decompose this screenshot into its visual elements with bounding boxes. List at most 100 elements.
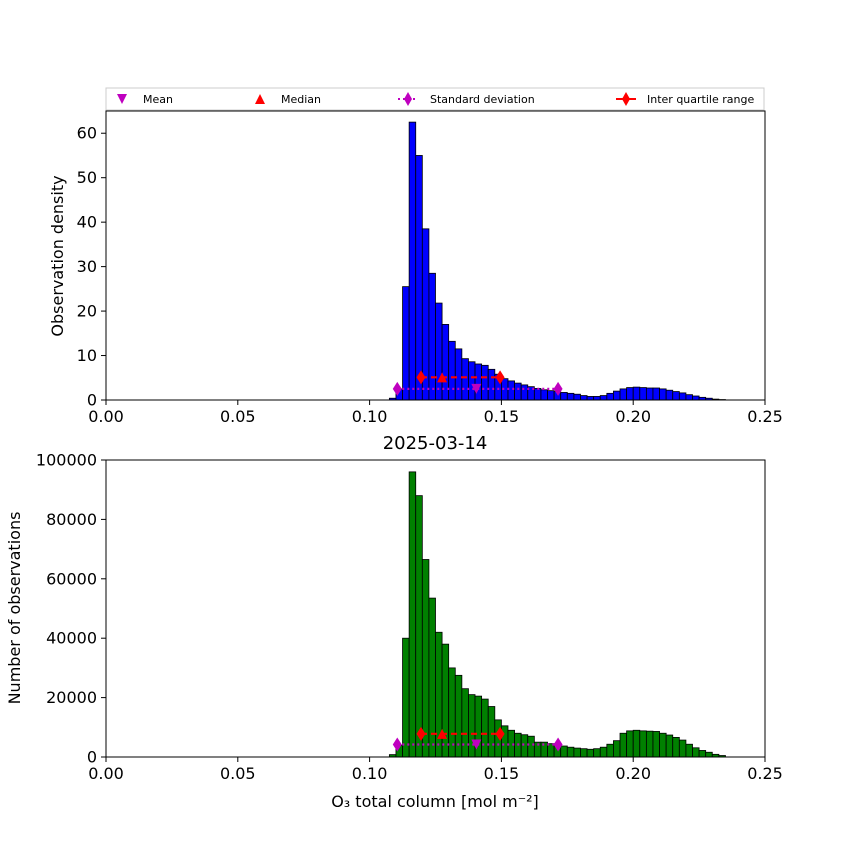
histogram-bar: [520, 734, 529, 758]
histogram-bar: [599, 395, 608, 401]
legend-item: Mean: [117, 93, 173, 106]
histogram-bar: [580, 395, 588, 401]
legend-label: Mean: [143, 93, 173, 106]
std-dev-marker: [553, 737, 563, 752]
histogram-bar: [573, 747, 581, 758]
histogram-bar: [645, 387, 654, 401]
y-tick-label: 20000: [46, 688, 97, 707]
histogram-bar: [461, 688, 469, 758]
histogram-bar: [698, 750, 707, 758]
x-tick-label: 0.10: [352, 407, 388, 426]
histogram-bar: [672, 736, 680, 758]
histogram-bar: [626, 730, 634, 758]
counts-title: 2025-03-14: [383, 433, 488, 454]
x-tick-label: 0.20: [615, 764, 651, 783]
histogram-bar: [402, 286, 410, 401]
histogram-bar: [408, 121, 417, 401]
histogram-bar: [606, 743, 614, 758]
histogram-bar: [507, 380, 515, 401]
y-tick-label: 50: [77, 168, 97, 187]
histogram-bar: [652, 387, 660, 401]
counts-y-axis-label: Number of observations: [5, 512, 24, 705]
histogram-bar: [672, 391, 680, 401]
histogram-bar: [659, 388, 667, 401]
histogram-bar: [659, 732, 667, 758]
histogram-bar: [547, 390, 555, 401]
histogram-bar: [619, 388, 628, 401]
histogram-bar: [692, 395, 700, 401]
legend-item: Inter quartile range: [616, 92, 754, 106]
y-tick-label: 20: [77, 302, 97, 321]
legend-iqr-icon: [622, 92, 630, 106]
histogram-bar: [428, 272, 436, 401]
histogram-bar: [613, 390, 621, 401]
y-tick-label: 40000: [46, 629, 97, 648]
histogram-bar: [560, 392, 568, 401]
histogram-bar: [454, 348, 463, 401]
histogram-bar: [639, 387, 647, 401]
legend-mean-icon: [117, 94, 127, 104]
histogram-bar: [665, 389, 674, 401]
axes-frame: [105, 459, 766, 758]
legend-frame: [105, 87, 765, 111]
histogram-bar: [606, 392, 614, 401]
histogram-bar: [415, 495, 423, 758]
histogram-bar: [685, 743, 693, 758]
histogram-bar: [448, 667, 456, 758]
counts-x-axis-label: O₃ total column [mol m⁻²]: [331, 792, 539, 811]
legend-item: Median: [255, 93, 321, 106]
histogram-bar: [685, 394, 693, 401]
histogram-bar: [514, 382, 522, 401]
histogram-bar: [468, 361, 476, 401]
x-tick-label: 0.15: [484, 407, 520, 426]
histogram-bar: [593, 748, 601, 758]
y-tick-label: 80000: [46, 510, 97, 529]
x-tick-label: 0.20: [615, 407, 651, 426]
histogram-bar: [632, 386, 641, 401]
x-tick-label: 0.00: [88, 407, 124, 426]
histogram-bar: [461, 358, 469, 401]
x-tick-label: 0.00: [88, 764, 124, 783]
std-dev-marker: [553, 381, 563, 396]
histogram-bar: [481, 364, 489, 401]
x-tick-label: 0.25: [747, 407, 783, 426]
legend-label: Standard deviation: [430, 93, 535, 106]
std-dev-marker: [392, 737, 402, 752]
histogram-bar: [593, 396, 601, 401]
histogram-bar: [474, 363, 483, 401]
legend-std-dev-icon: [404, 92, 412, 106]
histogram-bar: [487, 706, 496, 758]
histogram-bar: [566, 392, 575, 401]
histogram-bar: [441, 643, 450, 758]
x-tick-label: 0.05: [220, 764, 256, 783]
legend: Mean Median Standard deviation Inter quarti…: [105, 87, 765, 111]
histogram-bar: [566, 746, 575, 758]
x-tick-label: 0.25: [747, 764, 783, 783]
histogram-bar: [415, 155, 423, 401]
histogram-bar: [487, 368, 496, 401]
histogram-bar: [468, 694, 476, 758]
y-tick-label: 100000: [36, 451, 97, 470]
legend-item: Standard deviation: [398, 92, 535, 106]
histogram-bar: [520, 384, 529, 401]
histogram-bar: [580, 748, 588, 758]
histogram-bar: [678, 739, 687, 758]
histogram-bar: [632, 729, 641, 758]
histogram-bar: [626, 387, 634, 401]
legend-label: Median: [281, 93, 321, 106]
counts-panel: 2025-03-14 Number of observations O₃ tot…: [5, 433, 783, 811]
histogram-bar: [547, 743, 555, 758]
histogram-bar: [705, 751, 713, 758]
y-tick-label: 40: [77, 213, 97, 232]
density-y-axis-label: Observation density: [48, 175, 67, 336]
histogram-bar: [599, 746, 608, 758]
y-tick-label: 10: [77, 346, 97, 365]
x-tick-label: 0.10: [352, 764, 388, 783]
histogram-bar: [527, 735, 535, 758]
histogram-bar: [692, 747, 700, 758]
y-tick-label: 30: [77, 257, 97, 276]
histogram-bar: [652, 731, 660, 758]
axes-frame: [105, 110, 766, 401]
y-tick-label: 60000: [46, 569, 97, 588]
